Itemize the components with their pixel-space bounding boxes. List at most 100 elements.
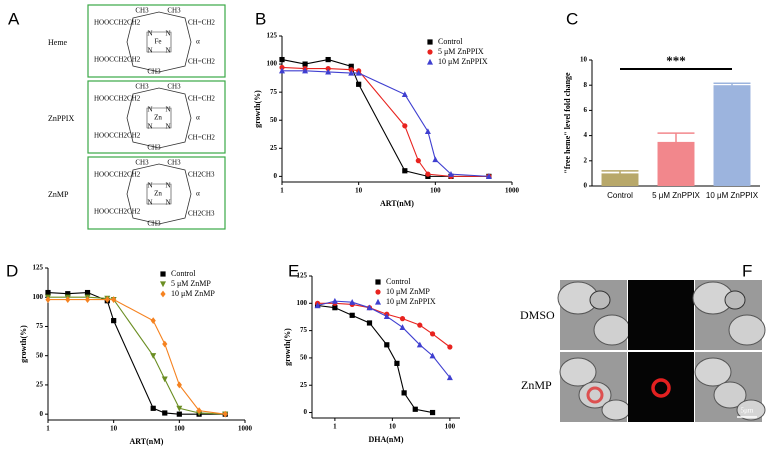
signal [586,386,604,404]
marker [348,67,354,73]
atom-label: CH2CH3 [188,210,215,218]
legend-label: 5 μM ZnPPIX [438,47,484,56]
x-tick-label: 100 [445,423,456,431]
x-tick-label: 100 [430,187,441,195]
atom-label: N [165,47,170,55]
atom-label: N [165,182,170,190]
atom-label: N [147,182,152,190]
marker [150,353,157,359]
cell [724,290,746,310]
series-line [48,296,226,415]
marker [332,305,338,311]
x-tick-label: 10 [110,425,118,433]
marker [427,49,433,55]
x-tick-label: 10 μM ZnPPIX [706,191,759,200]
marker [349,312,355,318]
structure-box [87,80,226,154]
atom-label: CH2CH3 [188,171,215,179]
marker [176,381,182,389]
cell [578,381,612,409]
y-tick-label: 0 [304,408,308,416]
legend-label: 10 μM ZnMP [386,287,430,296]
x-tick-label: 1000 [505,187,520,195]
legend-label: 10 μM ZnMP [171,289,215,298]
y-tick-label: 4 [584,131,588,139]
marker [355,69,362,76]
marker [160,290,166,298]
panel-label: C [566,9,578,28]
atom-label: N [147,123,152,131]
atom-label: CH=CH2 [188,134,215,142]
x-tick-label: 10 [355,187,363,195]
y-tick-label: 6 [584,106,588,114]
marker [427,58,433,65]
series-line [317,304,433,414]
marker [176,411,182,417]
x-tick-label: 1000 [238,425,253,433]
marker [402,168,408,174]
x-axis-label: ART(nM) [130,437,164,446]
marker [196,407,202,415]
y-tick-label: 0 [274,172,278,180]
signal [651,378,671,398]
marker [160,271,166,277]
atom-label: CH3 [135,83,149,91]
marker [415,158,421,164]
x-tick-label: 1 [280,187,284,195]
y-axis-label: growth(%) [283,328,292,366]
cell [736,399,766,421]
x-tick-label: 5 μM ZnPPIX [652,191,700,200]
structure: HOOCCH2CH2 HOOCCH2CH2 CH3 CH3 CH=CH2 CH=CH2 CH… [87,80,226,154]
cell [589,290,611,310]
y-axis-label: growth(%) [19,325,28,363]
y-tick-label: 125 [267,32,278,40]
atom-label: N [147,199,152,207]
atom-label: CH3 [135,7,149,15]
marker [446,374,453,381]
y-tick-label: 25 [300,381,308,389]
atom-label: CH3 [147,220,161,228]
marker [366,304,373,311]
atom-label: Zn [154,190,162,198]
marker [302,61,308,67]
marker [399,316,406,322]
marker [111,296,117,303]
legend-label: 10 μM ZnPPIX [386,297,436,306]
y-axis-label: growth(%) [253,90,262,128]
y-tick-label: 100 [297,299,308,307]
ring [126,11,192,73]
atom-label: N [165,123,170,131]
atom-label: Fe [155,38,162,46]
marker [394,360,400,366]
atom-label: HOOCCH2CH2 [94,95,141,103]
y-tick-label: 50 [270,116,278,124]
cell [593,314,631,346]
y-axis-label: "free heme" level fold change [563,72,572,174]
atom-label: N [147,106,152,114]
marker [325,65,331,72]
marker [384,342,390,348]
error-bar [657,132,695,151]
series-line [282,70,489,177]
cell [694,357,732,387]
marker [485,173,492,179]
x-tick-label: Control [607,191,633,200]
marker [375,279,381,285]
marker [402,123,408,129]
marker [65,296,71,303]
marker [348,69,355,76]
marker [447,170,454,177]
marker [162,410,168,416]
scale-label: 5μm [741,407,754,415]
cell [713,381,747,409]
marker [417,322,423,328]
marker [427,39,433,45]
atom-label: α [196,114,200,122]
panel-label: F [742,261,752,280]
y-tick-label: 100 [267,60,278,68]
marker [104,296,110,303]
atom-label: N [165,199,170,207]
structure-name: ZnMP [48,190,69,199]
panel-label: B [255,9,266,28]
y-tick-label: 0 [40,410,44,418]
